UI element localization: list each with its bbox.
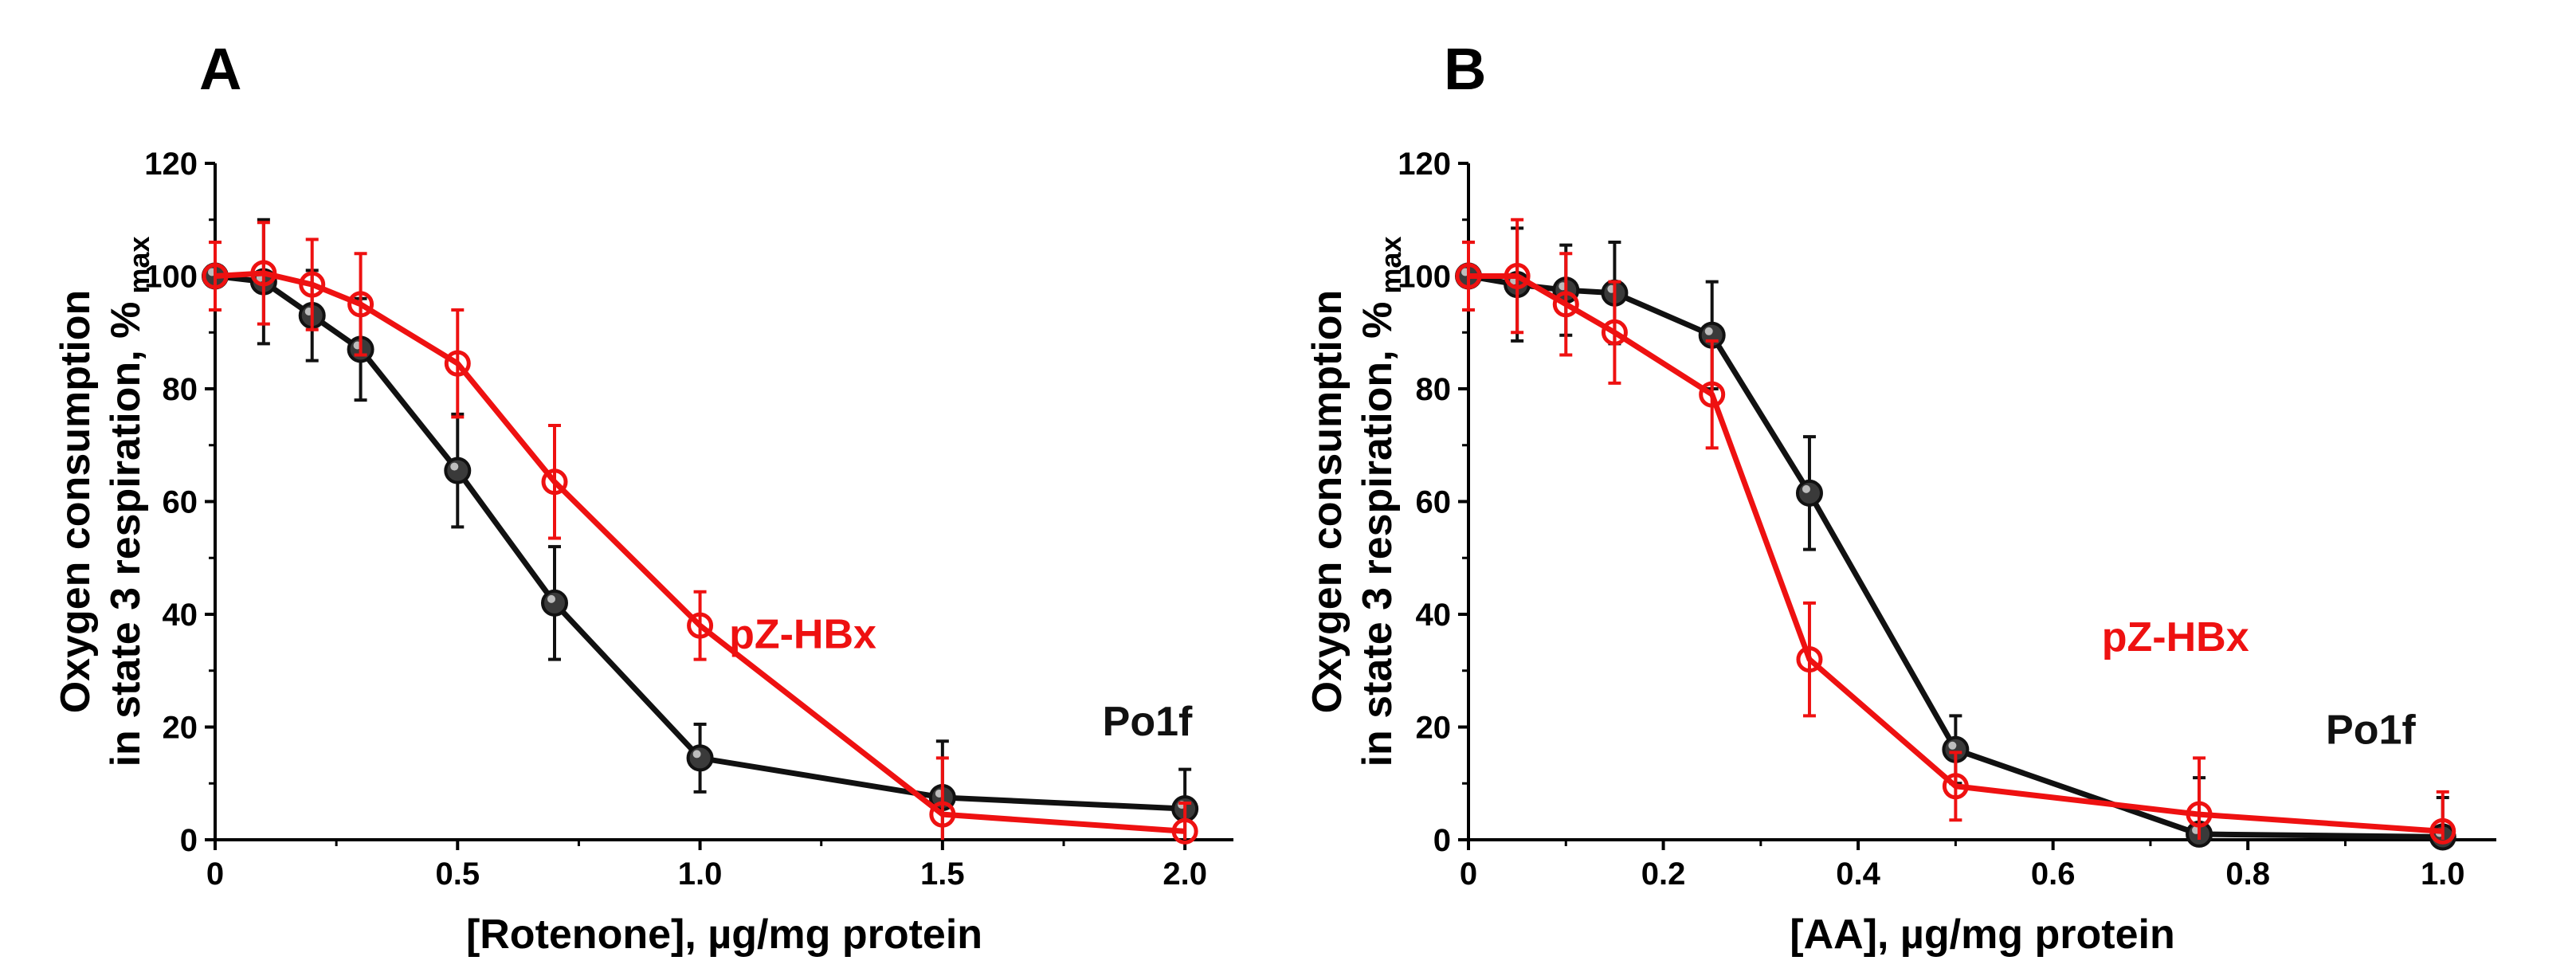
data-point xyxy=(1552,291,1579,318)
panel-letter: A xyxy=(199,36,241,102)
data-point xyxy=(1795,479,1823,507)
y-tick-label: 120 xyxy=(144,147,198,182)
y-axis-label-main: in state 3 respiration, % xyxy=(103,302,149,767)
x-tick-label: 1.0 xyxy=(678,857,723,892)
data-point xyxy=(299,271,326,298)
x-axis-label: [Rotenone], µg/mg protein xyxy=(466,911,982,958)
data-point xyxy=(1504,263,1531,289)
data-point-highlight xyxy=(692,750,701,759)
series-annotation: pZ-HBx xyxy=(2102,614,2249,661)
data-point xyxy=(541,589,568,617)
x-tick-label: 0.4 xyxy=(1836,857,1880,892)
series-annotation: Po1f xyxy=(2326,708,2416,754)
y-axis-label-line-2: in state 3 respiration, % max xyxy=(1355,237,1407,767)
y-axis-label-line-1: Oxygen consumption xyxy=(53,290,99,714)
y-tick-label: 0 xyxy=(180,823,198,858)
series-annotation: pZ-HBx xyxy=(729,611,876,657)
data-point xyxy=(444,457,472,484)
data-point-highlight xyxy=(1802,484,1810,493)
x-tick-label: 0.5 xyxy=(435,857,480,892)
x-tick-label: 1.5 xyxy=(920,857,965,892)
series-annotation: Po1f xyxy=(1103,699,1193,745)
x-tick-label: 0.6 xyxy=(2031,857,2076,892)
y-tick-label: 120 xyxy=(1398,147,1451,182)
series-pz-hbx xyxy=(1455,218,2456,845)
y-axis-label-subscript: max xyxy=(123,237,155,294)
y-tick-label: 100 xyxy=(1398,260,1451,295)
y-tick-label: 0 xyxy=(1433,823,1451,858)
data-point xyxy=(250,260,277,287)
data-point xyxy=(202,263,229,289)
data-point xyxy=(687,612,714,639)
data-point xyxy=(2429,817,2456,845)
panel-letter: B xyxy=(1444,36,1486,102)
y-tick-label: 40 xyxy=(1416,598,1452,633)
x-tick-label: 1.0 xyxy=(2421,857,2465,892)
data-point xyxy=(1699,381,1726,408)
x-tick-label: 2.0 xyxy=(1163,857,1207,892)
series-pz-hbx xyxy=(202,221,1198,845)
x-tick-label: 0.2 xyxy=(1641,857,1686,892)
data-point xyxy=(541,468,568,496)
y-tick-label: 60 xyxy=(163,485,198,520)
x-tick-label: 0 xyxy=(206,857,224,892)
data-point-highlight xyxy=(1704,327,1713,335)
y-tick-label: 80 xyxy=(1416,372,1452,407)
data-point xyxy=(929,801,956,828)
y-tick-label: 20 xyxy=(1416,711,1452,746)
data-point xyxy=(1601,319,1628,346)
x-tick-label: 0.8 xyxy=(2225,857,2270,892)
data-point xyxy=(1942,773,1969,800)
y-tick-label: 80 xyxy=(163,372,198,407)
data-point-highlight xyxy=(1948,741,1957,750)
data-point-highlight xyxy=(450,462,459,471)
y-axis-label-line-2: in state 3 respiration, % max xyxy=(103,237,155,767)
y-tick-label: 60 xyxy=(1416,485,1452,520)
data-point xyxy=(347,291,374,318)
data-point-highlight xyxy=(547,594,555,603)
chart-panel-b: B 0 20 40 60 80 100 120 0 0.2 0.4 0.6 0.8 1.0 [AA], µg… xyxy=(1304,36,2496,958)
y-axis-label-line-1: Oxygen consumption xyxy=(1304,290,1351,714)
data-point xyxy=(686,744,714,772)
y-tick-label: 20 xyxy=(163,711,198,746)
y-axis-label-main: in state 3 respiration, % xyxy=(1355,302,1401,767)
chart-panel-a: A 0 20 40 60 80 100 120 0 0.5 1.0 1.5 2.0 [Rotenone],… xyxy=(53,36,1233,958)
x-axis-label: [AA], µg/mg protein xyxy=(1790,911,2174,958)
data-point xyxy=(1171,817,1198,845)
data-point xyxy=(2186,801,2213,828)
data-point xyxy=(1796,646,1823,673)
x-tick-label: 0 xyxy=(1460,857,1477,892)
data-point xyxy=(1455,263,1482,289)
data-point xyxy=(444,350,471,377)
y-tick-label: 40 xyxy=(163,598,198,633)
y-tick-label: 100 xyxy=(144,260,198,295)
y-axis-label-subscript: max xyxy=(1374,237,1407,294)
